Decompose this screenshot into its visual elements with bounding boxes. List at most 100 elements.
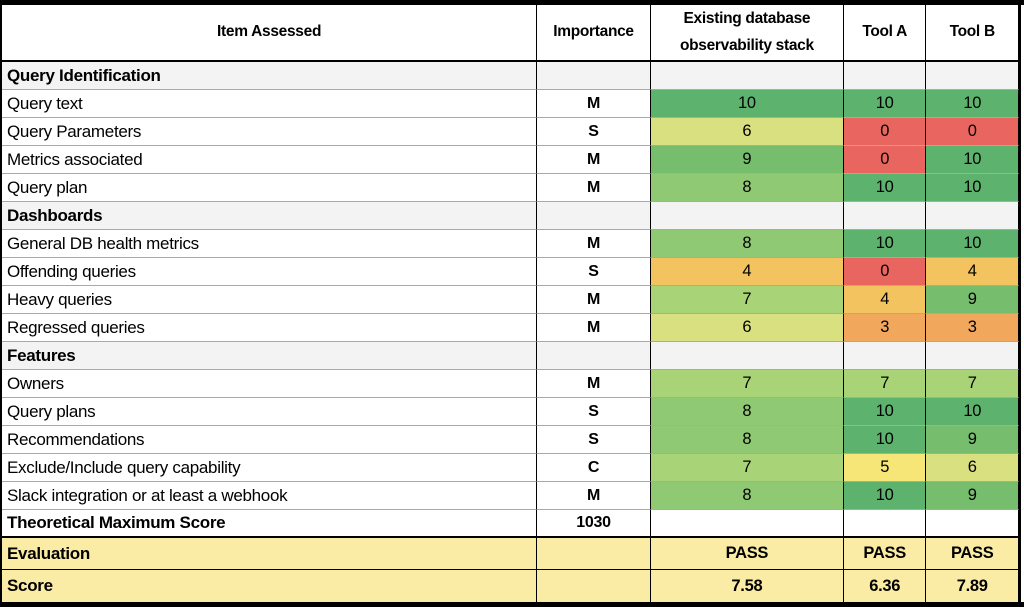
section-empty-cell[interactable] [843,62,927,90]
section-title[interactable]: Dashboards [2,202,538,230]
section-empty-cell[interactable] [537,62,651,90]
cell-item[interactable]: Query plan [2,174,538,202]
cell-score-tool-a[interactable]: 0 [843,118,927,146]
cell-score-tool-a[interactable]: 10 [843,426,927,454]
cell-score-existing[interactable]: 6 [650,314,844,342]
cell-item[interactable]: Query text [2,90,538,118]
section-empty-cell[interactable] [926,62,1019,90]
column-header-tool-a[interactable]: Tool A [843,5,927,62]
cell-score-tool-a[interactable]: 7 [843,370,927,398]
cell-score-existing[interactable]: 6 [650,118,844,146]
cell-item[interactable]: Exclude/Include query capability [2,454,538,482]
cell-score-tool-b[interactable]: 6 [926,454,1019,482]
cell-score-tool-b[interactable]: 0 [926,118,1019,146]
section-empty-cell[interactable] [650,62,844,90]
cell-score-existing[interactable]: 7 [650,370,844,398]
section-title[interactable]: Query Identification [2,62,538,90]
column-header-importance[interactable]: Importance [537,5,651,62]
cell-score-tool-a[interactable]: 3 [843,314,927,342]
cell-score-existing[interactable]: 4 [650,258,844,286]
cell-score-existing[interactable]: 8 [650,426,844,454]
cell-item[interactable]: Recommendations [2,426,538,454]
score-tool-b[interactable]: 7.89 [926,570,1019,602]
score-tool-a[interactable]: 6.36 [843,570,927,602]
empty-cell[interactable] [926,510,1019,538]
cell-score-existing[interactable]: 8 [650,482,844,510]
cell-importance[interactable]: M [537,174,651,202]
cell-score-tool-b[interactable]: 10 [926,230,1019,258]
cell-importance[interactable]: M [537,286,651,314]
cell-score-existing[interactable]: 7 [650,286,844,314]
cell-importance[interactable]: M [537,314,651,342]
cell-score-tool-a[interactable]: 4 [843,286,927,314]
evaluation-existing[interactable]: PASS [650,538,844,570]
theoretical-max-value[interactable]: 1030 [537,510,651,538]
section-empty-cell[interactable] [843,342,927,370]
cell-importance[interactable]: M [537,370,651,398]
cell-score-tool-a[interactable]: 0 [843,258,927,286]
cell-score-existing[interactable]: 8 [650,398,844,426]
theoretical-max-label[interactable]: Theoretical Maximum Score [2,510,538,538]
cell-importance[interactable]: S [537,398,651,426]
cell-score-tool-a[interactable]: 5 [843,454,927,482]
cell-importance[interactable]: S [537,258,651,286]
cell-score-existing[interactable]: 8 [650,230,844,258]
cell-item[interactable]: Heavy queries [2,286,538,314]
cell-score-tool-b[interactable]: 9 [926,426,1019,454]
cell-importance[interactable]: C [537,454,651,482]
score-label[interactable]: Score [2,570,538,602]
cell-score-existing[interactable]: 9 [650,146,844,174]
cell-item[interactable]: Regressed queries [2,314,538,342]
section-empty-cell[interactable] [926,342,1019,370]
cell-importance[interactable]: M [537,482,651,510]
section-empty-cell[interactable] [650,202,844,230]
cell-score-tool-a[interactable]: 0 [843,146,927,174]
cell-score-tool-b[interactable]: 7 [926,370,1019,398]
cell-importance[interactable]: S [537,426,651,454]
evaluation-tool-a[interactable]: PASS [843,538,927,570]
cell-item[interactable]: Slack integration or at least a webhook [2,482,538,510]
cell-item[interactable]: General DB health metrics [2,230,538,258]
cell-score-tool-b[interactable]: 9 [926,286,1019,314]
cell-importance[interactable]: M [537,146,651,174]
section-empty-cell[interactable] [537,342,651,370]
column-header-item-assessed[interactable]: Item Assessed [2,5,538,62]
cell-item[interactable]: Query plans [2,398,538,426]
cell-score-tool-b[interactable]: 3 [926,314,1019,342]
column-header-tool-b[interactable]: Tool B [926,5,1019,62]
section-empty-cell[interactable] [926,202,1019,230]
cell-score-tool-b[interactable]: 9 [926,482,1019,510]
evaluation-empty-cell[interactable] [537,538,651,570]
cell-score-tool-a[interactable]: 10 [843,398,927,426]
cell-item[interactable]: Query Parameters [2,118,538,146]
cell-score-tool-b[interactable]: 10 [926,398,1019,426]
cell-item[interactable]: Offending queries [2,258,538,286]
cell-score-tool-b[interactable]: 10 [926,90,1019,118]
evaluation-tool-b[interactable]: PASS [926,538,1019,570]
cell-score-existing[interactable]: 10 [650,90,844,118]
cell-score-tool-a[interactable]: 10 [843,482,927,510]
section-empty-cell[interactable] [650,342,844,370]
cell-score-tool-b[interactable]: 10 [926,174,1019,202]
cell-importance[interactable]: M [537,230,651,258]
empty-cell[interactable] [843,510,927,538]
cell-item[interactable]: Metrics associated [2,146,538,174]
cell-score-tool-a[interactable]: 10 [843,230,927,258]
cell-score-tool-b[interactable]: 10 [926,146,1019,174]
section-empty-cell[interactable] [537,202,651,230]
cell-score-tool-a[interactable]: 10 [843,174,927,202]
cell-score-existing[interactable]: 7 [650,454,844,482]
cell-score-tool-a[interactable]: 10 [843,90,927,118]
cell-importance[interactable]: S [537,118,651,146]
score-empty-cell[interactable] [537,570,651,602]
evaluation-label[interactable]: Evaluation [2,538,538,570]
score-existing[interactable]: 7.58 [650,570,844,602]
empty-cell[interactable] [650,510,844,538]
cell-importance[interactable]: M [537,90,651,118]
section-empty-cell[interactable] [843,202,927,230]
cell-score-tool-b[interactable]: 4 [926,258,1019,286]
section-title[interactable]: Features [2,342,538,370]
cell-score-existing[interactable]: 8 [650,174,844,202]
cell-item[interactable]: Owners [2,370,538,398]
column-header-existing-stack[interactable]: Existing database observability stack [650,5,844,62]
